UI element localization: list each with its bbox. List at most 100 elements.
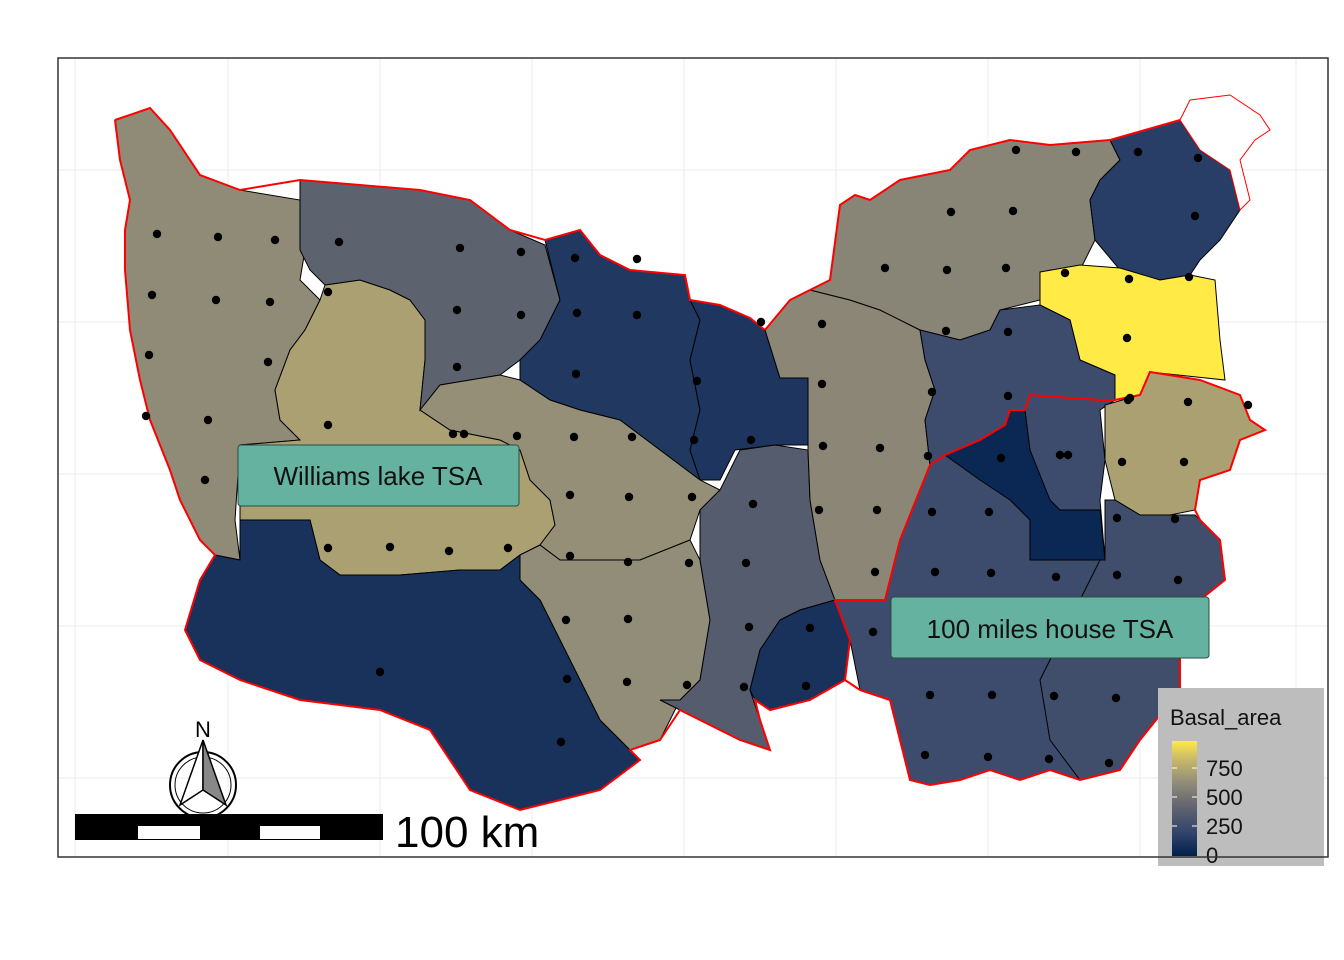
sample-point	[817, 379, 827, 389]
sample-point	[561, 615, 571, 625]
sample-point	[814, 505, 824, 515]
scale-bar: 100 km	[75, 808, 539, 857]
sample-point	[801, 681, 811, 691]
sample-point	[984, 507, 994, 517]
sample-point	[1055, 450, 1065, 460]
legend-tick-250: 250	[1206, 814, 1243, 839]
sample-point	[144, 350, 154, 360]
sample-point	[565, 490, 575, 500]
sample-point	[452, 362, 462, 372]
sample-point	[682, 680, 692, 690]
sample-point	[1104, 758, 1114, 768]
sample-point	[930, 567, 940, 577]
sample-point	[444, 546, 454, 556]
sample-point	[1179, 457, 1189, 467]
sample-point	[1125, 393, 1135, 403]
sample-point	[203, 415, 213, 425]
sample-point	[1243, 400, 1253, 410]
sample-point	[1001, 263, 1011, 273]
scale-bar-label: 100 km	[395, 808, 539, 857]
sample-point	[211, 295, 221, 305]
sample-point	[1063, 450, 1073, 460]
sample-point	[1193, 153, 1203, 163]
sample-point	[632, 254, 642, 264]
sample-point	[1011, 145, 1021, 155]
sample-point	[141, 411, 151, 421]
sample-point	[623, 557, 633, 567]
sample-point	[927, 387, 937, 397]
label-williams-lake: Williams lake TSA	[237, 444, 520, 507]
sample-point	[870, 567, 880, 577]
sample-point	[624, 492, 634, 502]
sample-point	[983, 752, 993, 762]
sample-point	[875, 443, 885, 453]
sample-point	[925, 690, 935, 700]
sample-point	[569, 432, 579, 442]
sample-point	[1117, 457, 1127, 467]
sample-point	[147, 290, 157, 300]
sample-point	[987, 690, 997, 700]
sample-point	[689, 435, 699, 445]
sample-point	[748, 499, 758, 509]
sample-point	[200, 475, 210, 485]
sample-point	[1190, 211, 1200, 221]
sample-point	[1173, 575, 1183, 585]
sample-point	[1133, 147, 1143, 157]
sample-point	[455, 243, 465, 253]
sample-point	[1071, 147, 1081, 157]
legend-tick-750: 750	[1206, 756, 1243, 781]
sample-point	[323, 543, 333, 553]
sample-point	[452, 305, 462, 315]
sample-point	[756, 317, 766, 327]
sample-point	[512, 431, 522, 441]
legend: Basal_area 750 500 250 0	[1158, 688, 1324, 868]
north-arrow-label: N	[195, 717, 211, 742]
sample-point	[684, 558, 694, 568]
sample-point	[872, 505, 882, 515]
sample-point	[570, 253, 580, 263]
sample-point	[213, 232, 223, 242]
sample-point	[556, 737, 566, 747]
basal-area-regions	[114, 94, 1271, 811]
sample-point	[692, 376, 702, 386]
sample-point	[459, 429, 469, 439]
label-hundred-mile-text: 100 miles house TSA	[927, 614, 1174, 644]
sample-point	[1184, 272, 1194, 282]
sample-point	[623, 614, 633, 624]
sample-point	[565, 551, 575, 561]
sample-point	[627, 432, 637, 442]
sample-point	[1060, 268, 1070, 278]
sample-point	[562, 674, 572, 684]
sample-point	[805, 623, 815, 633]
sample-point	[516, 310, 526, 320]
north-arrow-right	[202, 739, 228, 807]
sample-point	[385, 542, 395, 552]
sample-point	[572, 308, 582, 318]
sample-point	[632, 310, 642, 320]
sample-point	[927, 507, 937, 517]
sample-point	[1124, 274, 1134, 284]
sample-point	[920, 750, 930, 760]
sample-point	[1049, 691, 1059, 701]
sample-point	[1122, 333, 1132, 343]
legend-tick-0: 0	[1206, 843, 1218, 868]
sample-point	[1003, 327, 1013, 337]
sample-point	[687, 492, 697, 502]
sample-point	[1044, 754, 1054, 764]
sample-point	[1170, 514, 1180, 524]
label-hundred-mile: 100 miles house TSA	[890, 596, 1210, 659]
panel-border	[57, 57, 1329, 858]
sample-point	[746, 435, 756, 445]
legend-colorbar	[1172, 741, 1197, 856]
sample-point	[1008, 206, 1018, 216]
sample-point	[375, 667, 385, 677]
sample-point	[946, 207, 956, 217]
sample-point	[323, 420, 333, 430]
sample-point	[622, 677, 632, 687]
sample-point	[818, 441, 828, 451]
sample-point	[923, 451, 933, 461]
legend-tick-500: 500	[1206, 785, 1243, 810]
sample-point	[323, 287, 333, 297]
sample-point	[270, 235, 280, 245]
